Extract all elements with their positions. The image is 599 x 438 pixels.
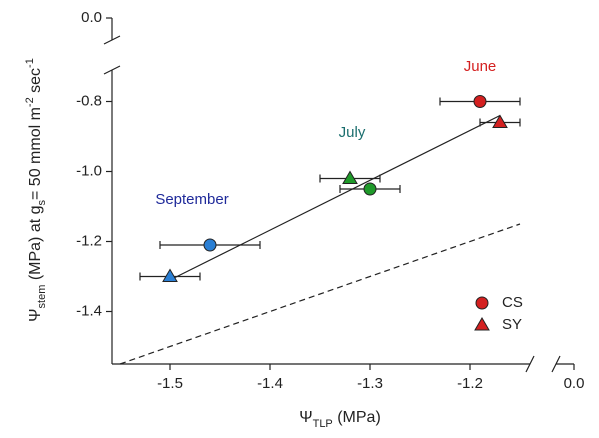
legend-marker <box>474 317 490 331</box>
x-tick-label: -1.4 <box>257 375 283 392</box>
y-tick-label: -1.4 <box>76 302 102 319</box>
annotation: July <box>339 124 366 141</box>
x-tick-label: -1.2 <box>457 375 483 392</box>
y-label-part: -1 <box>24 58 36 68</box>
x-axis-break <box>525 355 561 373</box>
y-label-part: -2 <box>24 97 36 107</box>
y-tick-label: -1.0 <box>76 162 102 179</box>
x-label-part: Ψ <box>299 409 312 426</box>
y-label-part: s <box>36 199 48 205</box>
point <box>363 182 377 196</box>
annotation: September <box>155 191 228 208</box>
y-tick-label: 0.0 <box>81 9 102 26</box>
y-label-part: sec <box>27 68 44 97</box>
point <box>203 238 217 252</box>
y-tick-label: -1.2 <box>76 232 102 249</box>
y-label-part: stem <box>36 285 48 309</box>
x-axis-label: ΨTLP (MPa) <box>299 409 381 430</box>
point <box>473 95 487 108</box>
y-label-part: = 50 mmol m <box>27 107 44 200</box>
x-tick-label: -1.3 <box>357 375 383 392</box>
fit-line <box>169 114 501 281</box>
point <box>162 268 178 282</box>
annotation: June <box>464 58 497 75</box>
legend-marker <box>475 296 489 310</box>
reference-line <box>119 223 521 365</box>
y-label-part: Ψ <box>27 308 44 321</box>
x-label-part: (MPa) <box>333 409 381 426</box>
y-label-part: (MPa) at g <box>27 205 44 284</box>
x-tick-label: 0.0 <box>564 375 585 392</box>
y-tick-label: -0.8 <box>76 92 102 109</box>
point <box>492 114 508 128</box>
point <box>342 170 358 184</box>
legend-label: CS <box>502 294 523 311</box>
x-label-part: TLP <box>313 418 333 430</box>
legend-label: SY <box>502 316 522 333</box>
y-axis-label: Ψstem (MPa) at gs= 50 mmol m-2 sec-1 <box>24 58 48 322</box>
y-axis-break <box>103 35 121 75</box>
x-tick-label: -1.5 <box>157 375 183 392</box>
